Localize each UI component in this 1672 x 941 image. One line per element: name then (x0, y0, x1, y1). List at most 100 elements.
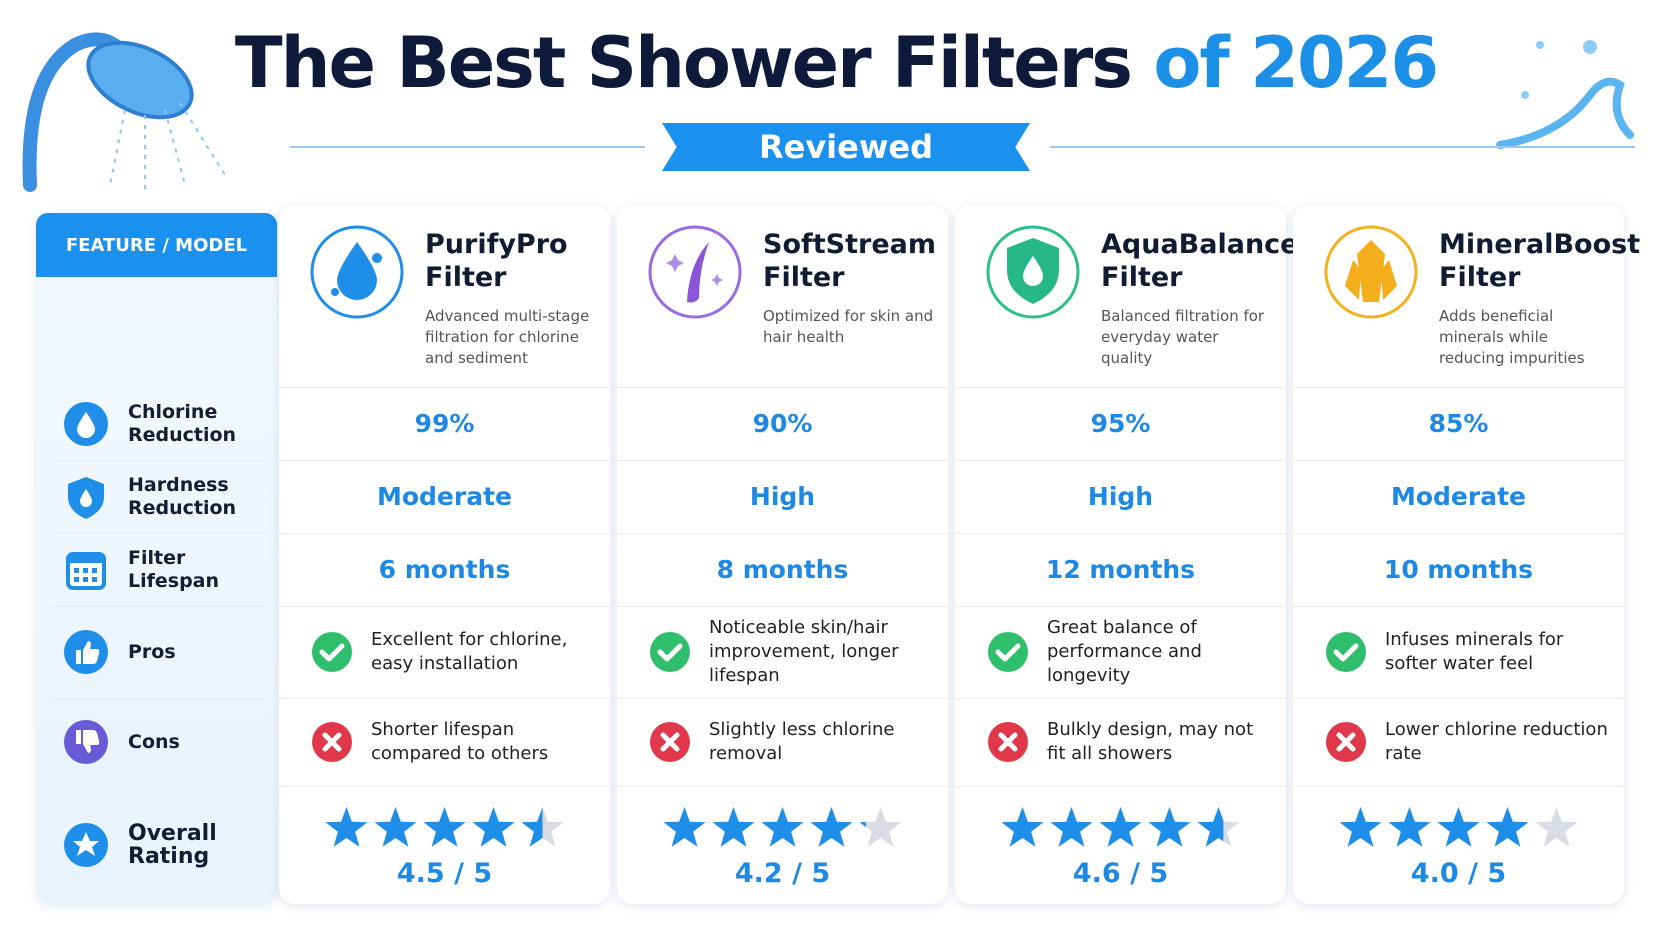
rating-label: 4.6 / 5 (1072, 858, 1169, 889)
model-icon (648, 225, 742, 319)
feature-value: 99% (414, 409, 475, 438)
model-description: Advanced multi-stage filtration for chlo… (425, 307, 590, 367)
pro-text: Excellent for chlorine, easy installatio… (371, 629, 568, 674)
rating-stars (1339, 807, 1578, 847)
row-separator (955, 606, 1286, 607)
subtitle-ribbon: Reviewed (662, 123, 1030, 171)
model-name: MineralBoost Filter (1439, 229, 1641, 293)
row-separator (617, 698, 948, 699)
model-card (279, 205, 610, 904)
feature-value: 85% (1428, 409, 1489, 438)
pro-icon (312, 632, 352, 672)
model-description: Optimized for skin and hair health (763, 307, 934, 346)
row-separator (279, 533, 610, 534)
feature-label: Hardness Reduction (128, 473, 237, 519)
title-main: The Best Shower Filters (234, 22, 1133, 104)
feature-icon (68, 476, 104, 519)
feature-value: Moderate (376, 482, 512, 511)
model-name: AquaBalance Filter (1101, 229, 1299, 293)
con-icon (988, 722, 1028, 762)
feature-icon (64, 401, 108, 446)
con-icon (650, 722, 690, 762)
feature-label: Overall Rating (128, 821, 217, 869)
rating-stars (663, 807, 902, 847)
feature-value: High (1087, 482, 1154, 511)
row-separator (50, 533, 265, 534)
con-icon (312, 722, 352, 762)
model-icon (986, 225, 1080, 319)
row-separator (617, 460, 948, 461)
model-card (955, 205, 1286, 904)
row-separator (1293, 460, 1624, 461)
row-separator (1293, 606, 1624, 607)
model-description: Adds beneficial minerals while reducing … (1439, 307, 1585, 367)
water-splash-art (1496, 40, 1634, 149)
feature-value: 90% (752, 409, 813, 438)
row-separator (617, 786, 948, 787)
row-separator (1293, 786, 1624, 787)
rating-fill (1339, 807, 1529, 847)
model-name: PurifyPro Filter (425, 229, 568, 293)
feature-icon (66, 551, 106, 590)
corner-header: FEATURE / MODEL (36, 213, 277, 277)
title-highlight: of 2026 (1153, 22, 1439, 104)
model-icon (310, 225, 404, 319)
pro-icon (1326, 632, 1366, 672)
row-separator (1293, 533, 1624, 534)
row-separator (955, 786, 1286, 787)
feature-icon (64, 720, 108, 764)
con-text: Shorter lifespan compared to others (371, 719, 549, 764)
rating-fill (663, 807, 866, 847)
feature-value: 10 months (1383, 555, 1534, 584)
row-separator (1293, 387, 1624, 388)
feature-icon (64, 630, 108, 674)
model-card (1293, 205, 1624, 904)
row-separator (279, 786, 610, 787)
row-separator (50, 606, 265, 607)
pro-text: Great balance of performance and longevi… (1047, 617, 1202, 686)
row-separator (279, 387, 610, 388)
rating-label: 4.2 / 5 (734, 858, 831, 889)
feature-value: 8 months (716, 555, 849, 584)
rating-fill (1001, 807, 1224, 847)
con-text: Bulkly design, may not fit all showers (1047, 719, 1254, 764)
row-separator (279, 606, 610, 607)
divider (290, 146, 645, 148)
feature-label: Filter Lifespan (128, 546, 220, 592)
pro-text: Infuses minerals for softer water feel (1385, 629, 1564, 674)
row-separator (1293, 698, 1624, 699)
row-separator (955, 387, 1286, 388)
row-separator (955, 533, 1286, 534)
page-title: The Best Shower Filters of 2026 (0, 22, 1672, 104)
model-icon (1324, 225, 1418, 319)
rating-fill (325, 807, 543, 847)
rating-label: 4.5 / 5 (396, 858, 493, 889)
feature-icon (64, 823, 108, 867)
model-description: Balanced filtration for everyday water q… (1101, 307, 1265, 367)
row-separator (50, 460, 265, 461)
pro-icon (650, 632, 690, 672)
row-separator (955, 460, 1286, 461)
feature-value: 95% (1090, 409, 1151, 438)
con-icon (1326, 722, 1366, 762)
row-separator (50, 786, 265, 787)
model-card (617, 205, 948, 904)
divider (1050, 146, 1635, 148)
feature-value: 6 months (378, 555, 511, 584)
row-separator (279, 460, 610, 461)
model-name: SoftStream Filter (763, 229, 936, 293)
row-separator (50, 698, 265, 699)
feature-value: 12 months (1045, 555, 1196, 584)
shower-head-art (22, 32, 226, 192)
con-text: Lower chlorine reduction rate (1385, 719, 1608, 764)
rating-stars (1001, 807, 1240, 847)
con-text: Slightly less chlorine removal (709, 719, 895, 764)
feature-label: Cons (128, 730, 180, 753)
row-separator (617, 533, 948, 534)
pro-icon (988, 632, 1028, 672)
row-separator (617, 387, 948, 388)
feature-label: Chlorine Reduction (128, 400, 237, 446)
row-separator (955, 698, 1286, 699)
feature-value: Moderate (1390, 482, 1526, 511)
